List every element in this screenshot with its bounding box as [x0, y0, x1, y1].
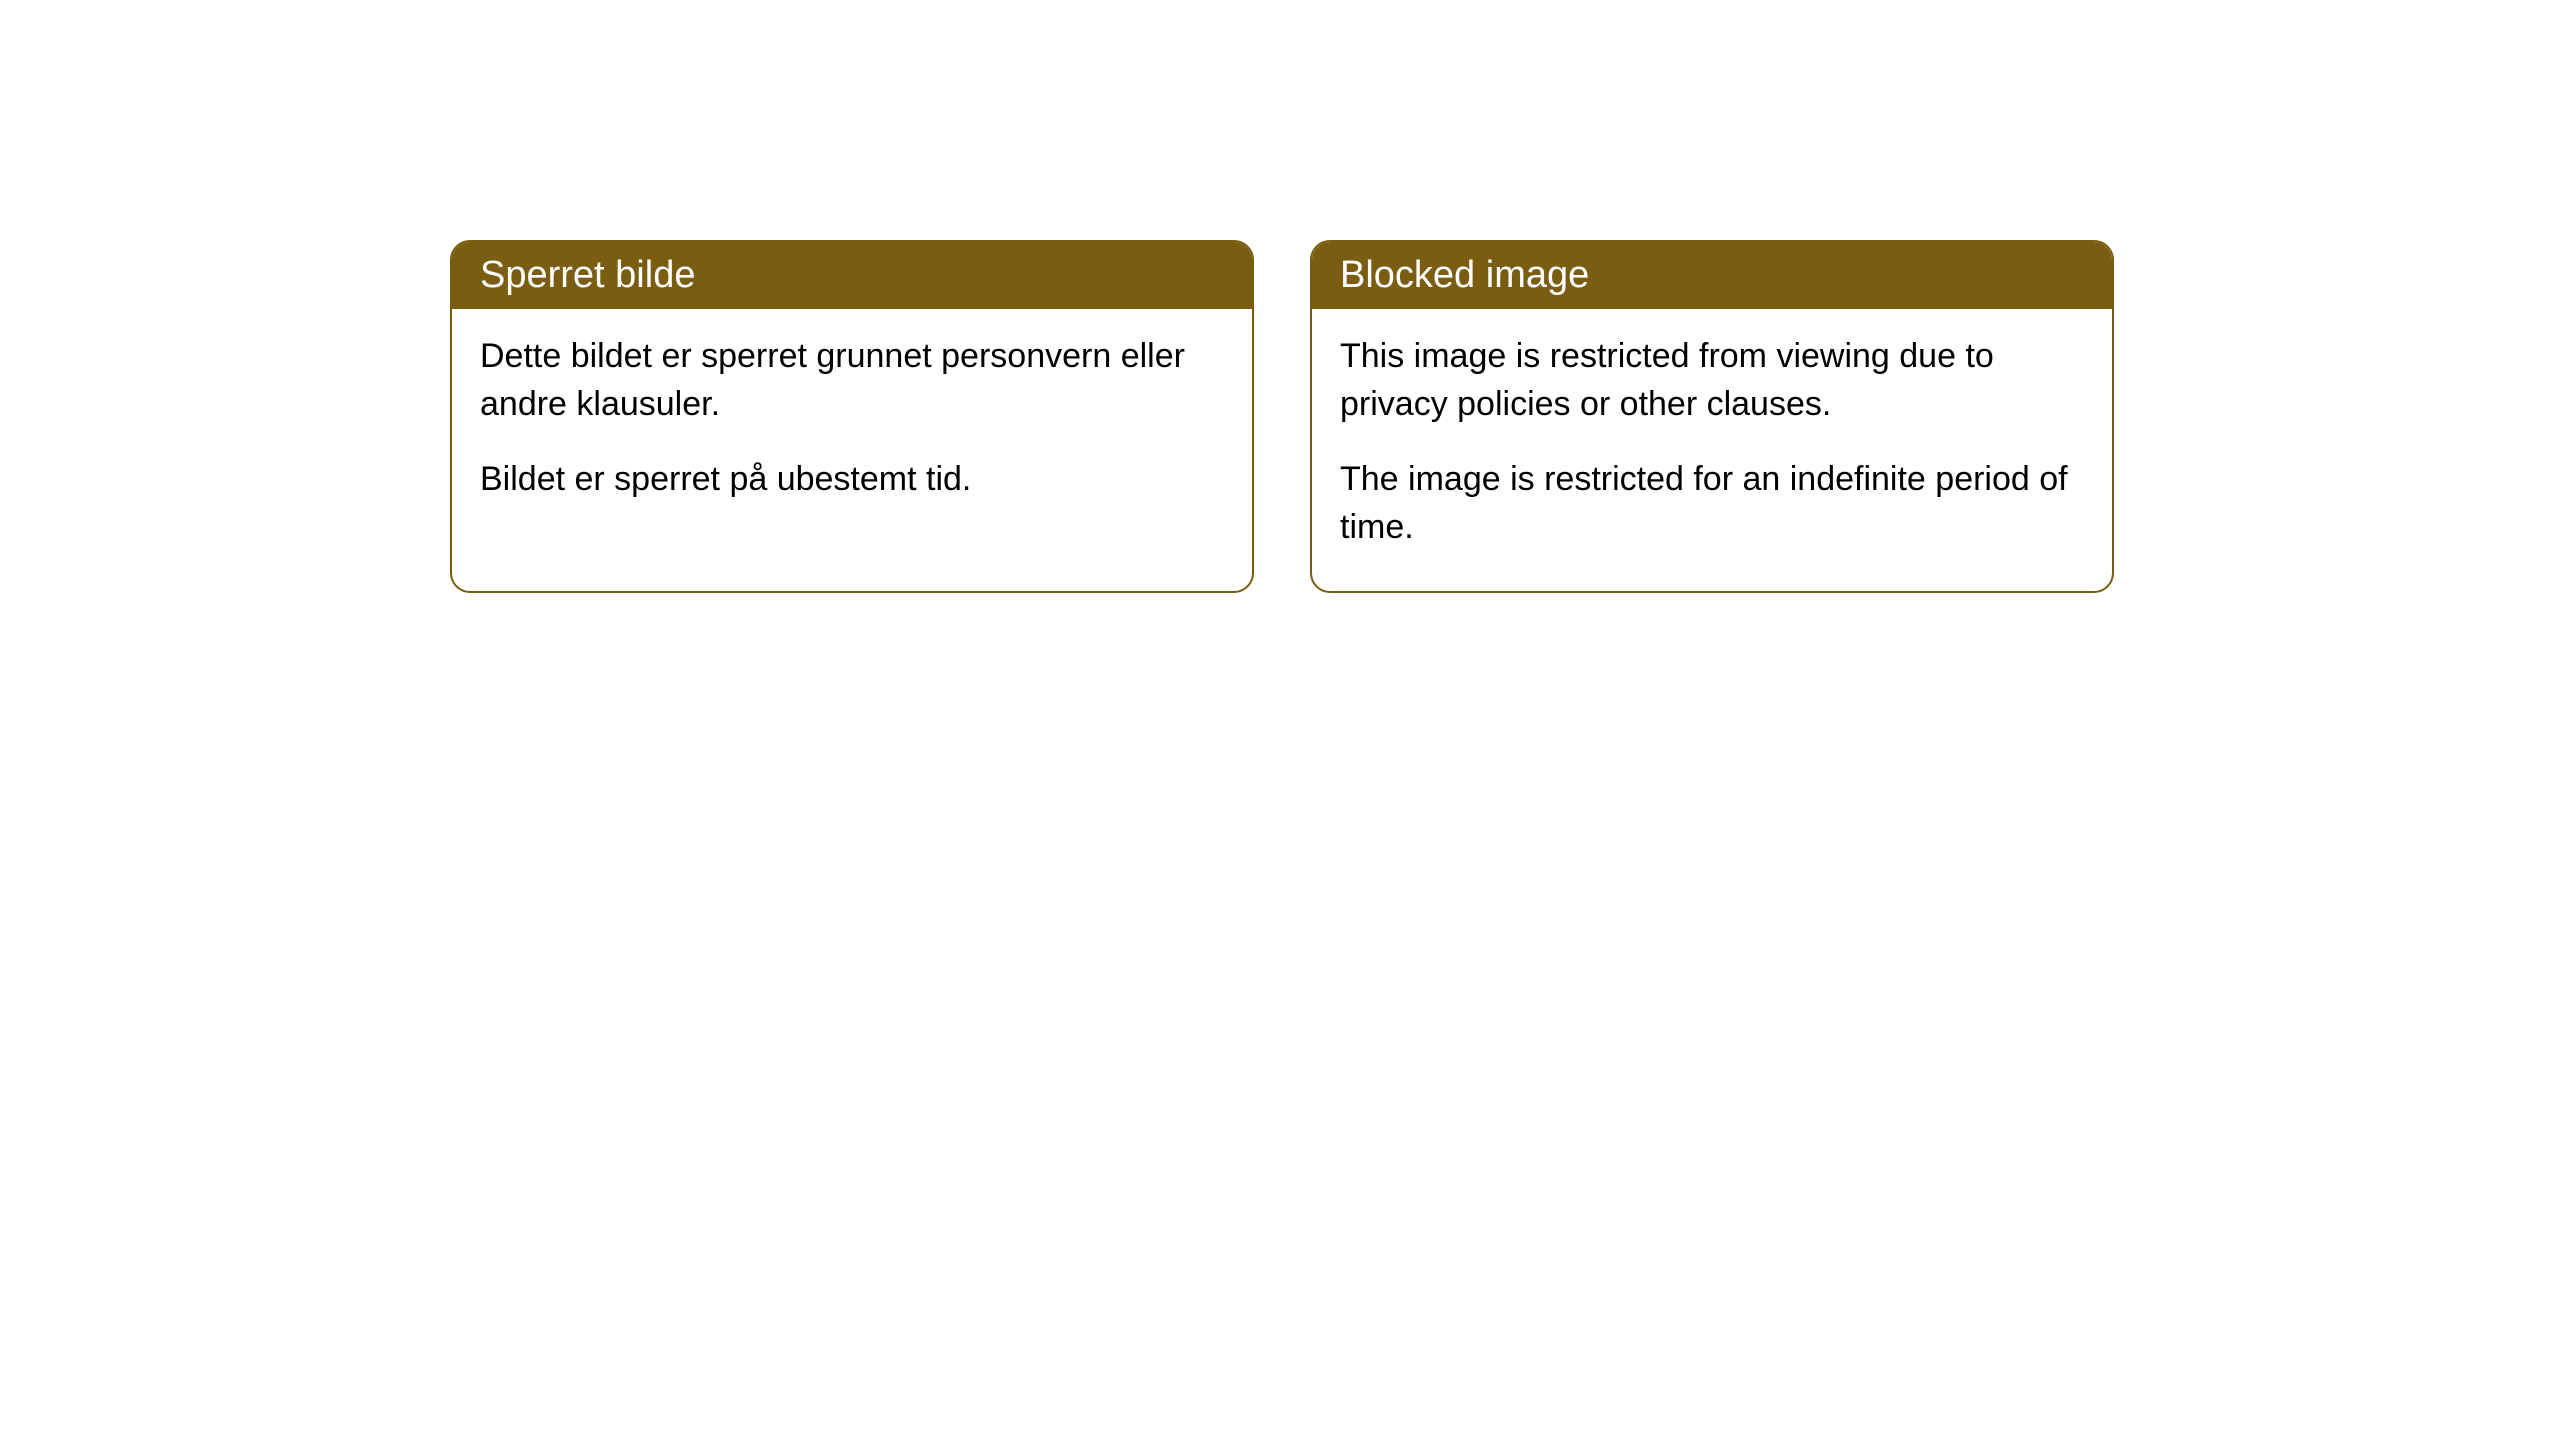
notice-card-norwegian: Sperret bilde Dette bildet er sperret gr… — [450, 240, 1254, 593]
notice-cards-container: Sperret bilde Dette bildet er sperret gr… — [450, 240, 2114, 593]
card-header-norwegian: Sperret bilde — [452, 242, 1252, 309]
card-text-english-1: This image is restricted from viewing du… — [1340, 333, 2084, 428]
notice-card-english: Blocked image This image is restricted f… — [1310, 240, 2114, 593]
card-text-norwegian-2: Bildet er sperret på ubestemt tid. — [480, 456, 1224, 504]
card-header-english: Blocked image — [1312, 242, 2112, 309]
card-body-norwegian: Dette bildet er sperret grunnet personve… — [452, 309, 1252, 544]
card-body-english: This image is restricted from viewing du… — [1312, 309, 2112, 591]
card-text-norwegian-1: Dette bildet er sperret grunnet personve… — [480, 333, 1224, 428]
card-text-english-2: The image is restricted for an indefinit… — [1340, 456, 2084, 551]
card-title-norwegian: Sperret bilde — [480, 254, 695, 296]
card-title-english: Blocked image — [1340, 254, 1589, 296]
